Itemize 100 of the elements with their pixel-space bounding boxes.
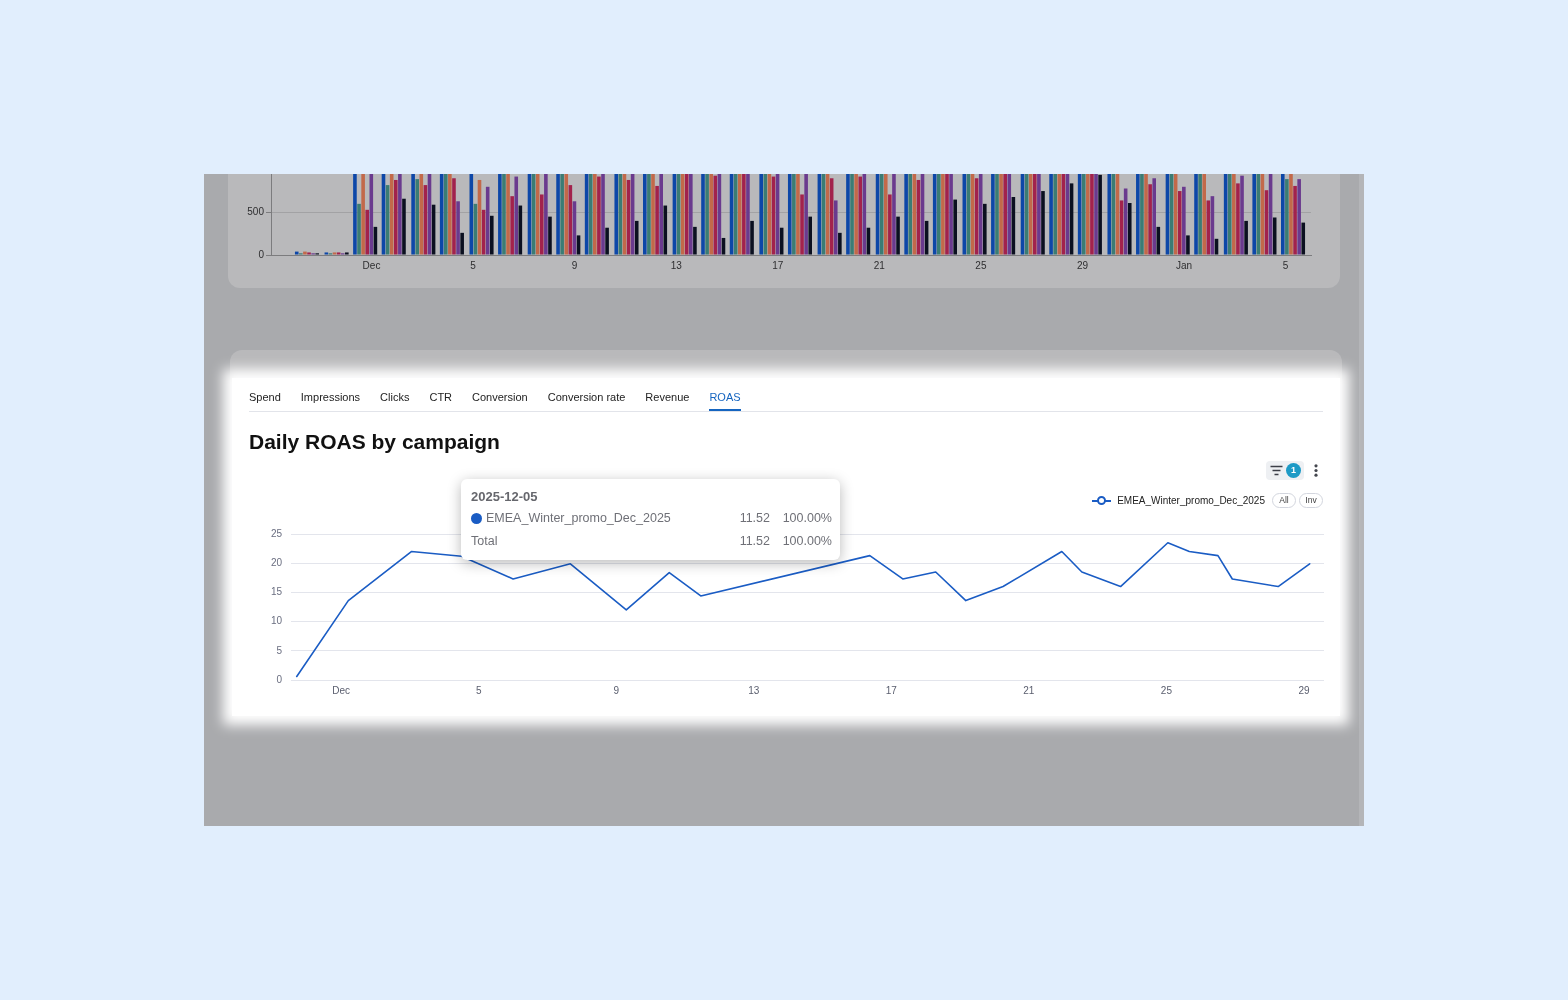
- x-tick-label: Jan: [1175, 259, 1193, 271]
- bar: [763, 174, 768, 255]
- x-tick-label: 5: [470, 259, 477, 271]
- bar: [1037, 174, 1041, 255]
- bar: [1297, 179, 1301, 255]
- bar: [800, 194, 804, 255]
- bar: [759, 174, 763, 255]
- bar: [792, 174, 796, 255]
- x-tick-label: 25: [975, 259, 987, 271]
- x-tick-label: 21: [873, 259, 886, 271]
- tab-label: Clicks: [380, 390, 410, 404]
- bar: [365, 209, 370, 255]
- bar: [398, 174, 402, 255]
- bar: [932, 174, 937, 255]
- tab-label: Conversion: [472, 390, 528, 404]
- bar: [1177, 191, 1182, 255]
- bar: [539, 194, 544, 255]
- bar: [1227, 174, 1232, 255]
- bar: [460, 232, 464, 255]
- bar: [1285, 179, 1289, 255]
- x-tick-label: 17: [772, 259, 784, 271]
- bar: [452, 178, 456, 255]
- x-tick-label: 5: [475, 684, 482, 696]
- bar: [357, 203, 361, 255]
- bar: [655, 185, 659, 255]
- bar: [713, 175, 718, 255]
- tab-label: Conversion rate: [547, 390, 626, 404]
- bar: [448, 174, 452, 255]
- bar: [908, 174, 913, 255]
- x-tick-label: 9: [571, 259, 578, 271]
- bar: [601, 174, 605, 255]
- bar: [1236, 183, 1240, 255]
- bar: [502, 174, 506, 255]
- bar: [336, 252, 341, 255]
- bar: [746, 174, 750, 255]
- bar: [1232, 174, 1236, 255]
- bar: [904, 174, 908, 255]
- bar: [693, 226, 697, 255]
- bar: [1007, 174, 1012, 255]
- bar: [1182, 186, 1186, 255]
- bar: [854, 174, 858, 255]
- bar: [614, 174, 619, 255]
- bar: [1086, 174, 1090, 255]
- bar: [941, 174, 945, 255]
- x-tick-label: 13: [670, 259, 683, 271]
- bar: [456, 201, 460, 255]
- y-tick-label: 5: [276, 644, 283, 656]
- bar: [303, 251, 307, 255]
- tab-label: ROAS: [709, 390, 741, 404]
- bar: [1198, 174, 1202, 255]
- tab-label: CTR: [429, 390, 453, 404]
- bar: [1107, 174, 1112, 255]
- bar: [999, 174, 1003, 255]
- bar: [1293, 185, 1297, 255]
- x-tick-label: 17: [885, 684, 898, 696]
- bar: [1032, 174, 1037, 255]
- x-tick-label: 5: [1282, 259, 1289, 271]
- bar: [647, 174, 651, 255]
- bar: [514, 176, 519, 255]
- bar: [1081, 174, 1086, 255]
- bar: [709, 174, 713, 255]
- bar: [564, 174, 569, 255]
- bar: [1186, 235, 1190, 255]
- bar: [593, 174, 597, 255]
- x-tick-label: 29: [1298, 684, 1310, 696]
- bar: [294, 251, 299, 255]
- bar: [742, 174, 746, 255]
- bar: [1136, 174, 1140, 255]
- bar: [1041, 191, 1045, 255]
- tab-label: Spend: [249, 390, 281, 404]
- bar: [983, 203, 987, 255]
- x-tick-label: 9: [613, 684, 620, 696]
- bar: [833, 200, 838, 255]
- bar: [737, 174, 742, 255]
- bar: [846, 174, 850, 255]
- bar: [1194, 174, 1198, 255]
- bar: [1280, 174, 1285, 255]
- bar: [663, 205, 668, 255]
- bar: [643, 174, 647, 255]
- y-tick-label: 500: [247, 206, 265, 218]
- bar: [896, 216, 900, 255]
- bar: [1057, 174, 1062, 255]
- y-tick-label: 10: [270, 615, 283, 627]
- bar: [1003, 174, 1007, 255]
- bar: [510, 196, 514, 255]
- bar: [1053, 174, 1057, 255]
- bar: [953, 199, 957, 255]
- bar: [1289, 174, 1293, 255]
- bar: [701, 174, 705, 255]
- bar: [684, 174, 689, 255]
- bar: [1028, 174, 1033, 255]
- bar: [605, 227, 609, 255]
- bar: [307, 252, 311, 255]
- bar: [1090, 174, 1094, 255]
- y-tick-label: 25: [270, 527, 283, 539]
- bar: [995, 174, 999, 255]
- bar: [361, 174, 365, 255]
- bar: [443, 174, 448, 255]
- bar: [888, 194, 892, 255]
- bar: [1252, 174, 1257, 255]
